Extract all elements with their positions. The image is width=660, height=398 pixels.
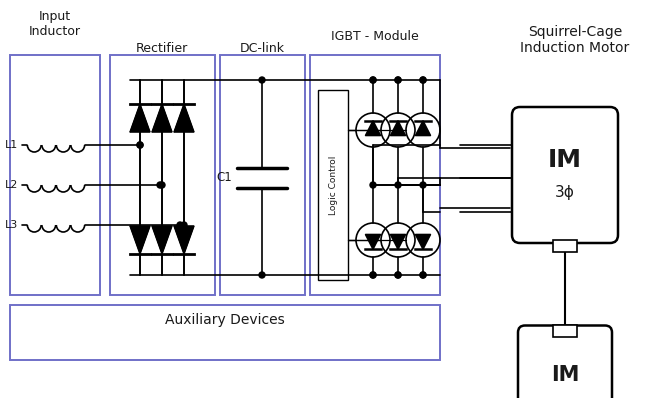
- Bar: [220, 55, 305, 295]
- Text: C1: C1: [216, 171, 232, 184]
- Text: L2: L2: [5, 180, 18, 190]
- Circle shape: [395, 272, 401, 278]
- Circle shape: [159, 182, 165, 188]
- Circle shape: [370, 182, 376, 188]
- Circle shape: [370, 272, 376, 278]
- Text: L1: L1: [5, 140, 18, 150]
- Polygon shape: [366, 234, 381, 250]
- Circle shape: [370, 272, 376, 278]
- Circle shape: [395, 182, 401, 188]
- Polygon shape: [174, 104, 194, 132]
- Circle shape: [420, 77, 426, 83]
- Text: Input
Inductor: Input Inductor: [29, 10, 81, 38]
- Circle shape: [370, 77, 376, 83]
- Text: Auxiliary Devices: Auxiliary Devices: [165, 313, 285, 327]
- Polygon shape: [415, 121, 430, 136]
- Bar: [553, 240, 577, 252]
- Circle shape: [177, 222, 183, 228]
- Polygon shape: [390, 234, 406, 250]
- Polygon shape: [130, 226, 150, 254]
- Circle shape: [181, 222, 187, 228]
- Text: DC-link: DC-link: [240, 42, 284, 55]
- Text: Rectifier: Rectifier: [136, 42, 188, 55]
- Circle shape: [259, 272, 265, 278]
- Circle shape: [420, 272, 426, 278]
- FancyBboxPatch shape: [518, 326, 612, 398]
- FancyBboxPatch shape: [512, 107, 618, 243]
- Bar: [110, 55, 215, 295]
- Circle shape: [137, 142, 143, 148]
- Polygon shape: [366, 121, 381, 136]
- Bar: [10, 55, 100, 295]
- Polygon shape: [174, 226, 194, 254]
- Polygon shape: [390, 121, 406, 136]
- Text: IM: IM: [551, 365, 579, 385]
- Polygon shape: [152, 226, 172, 254]
- Polygon shape: [415, 234, 430, 250]
- Circle shape: [157, 182, 163, 188]
- Polygon shape: [130, 104, 150, 132]
- Circle shape: [395, 272, 401, 278]
- Circle shape: [370, 77, 376, 83]
- Circle shape: [259, 77, 265, 83]
- Circle shape: [395, 77, 401, 83]
- Text: Squirrel-Cage
Induction Motor: Squirrel-Cage Induction Motor: [520, 25, 630, 55]
- Polygon shape: [152, 104, 172, 132]
- Bar: [10, 305, 440, 360]
- Bar: [318, 90, 348, 280]
- Text: IGBT - Module: IGBT - Module: [331, 30, 419, 43]
- Circle shape: [137, 142, 143, 148]
- Text: L3: L3: [5, 220, 18, 230]
- Circle shape: [420, 272, 426, 278]
- Circle shape: [420, 77, 426, 83]
- Text: 3ϕ: 3ϕ: [555, 185, 575, 201]
- Bar: [310, 55, 440, 295]
- Bar: [553, 325, 577, 337]
- Text: Logic Control: Logic Control: [329, 155, 337, 215]
- Text: IM: IM: [548, 148, 582, 172]
- Circle shape: [395, 77, 401, 83]
- Circle shape: [420, 182, 426, 188]
